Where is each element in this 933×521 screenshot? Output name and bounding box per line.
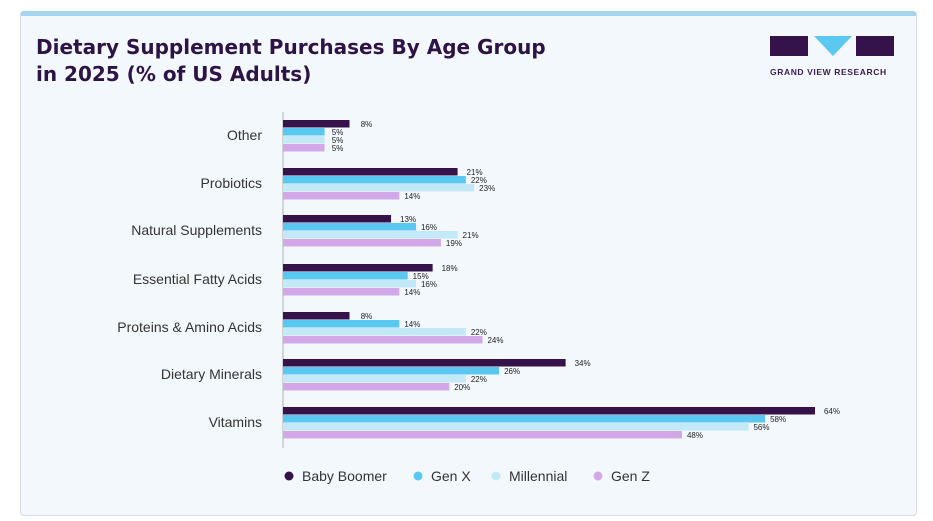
data-label: 8% xyxy=(361,312,373,321)
data-label: 19% xyxy=(446,239,462,248)
title-line-2: in 2025 (% of US Adults) xyxy=(36,62,312,86)
data-label: 8% xyxy=(361,120,373,129)
legend-label: Gen X xyxy=(431,468,471,484)
category-label: Essential Fatty Acids xyxy=(133,271,262,287)
data-label: 24% xyxy=(487,336,503,345)
legend-label: Baby Boomer xyxy=(302,468,387,484)
data-label: 5% xyxy=(332,128,344,137)
data-label: 58% xyxy=(770,415,786,424)
data-label: 14% xyxy=(404,192,420,201)
data-label: 64% xyxy=(824,407,840,416)
category-label: Vitamins xyxy=(209,414,262,430)
bar-gen-z xyxy=(283,288,400,296)
bar-millennial xyxy=(283,231,458,239)
legend-label: Millennial xyxy=(509,468,567,484)
bar-millennial xyxy=(283,423,749,431)
bar-gen-z xyxy=(283,431,682,439)
data-label: 16% xyxy=(421,280,437,289)
data-label: 22% xyxy=(471,176,487,185)
category-label: Natural Supplements xyxy=(131,222,262,238)
bar-gen-z xyxy=(283,144,325,152)
data-label: 23% xyxy=(479,184,495,193)
data-label: 34% xyxy=(575,359,591,368)
data-label: 48% xyxy=(687,431,703,440)
bar-gen-x xyxy=(283,128,325,136)
bar-gen-z xyxy=(283,192,400,200)
data-label: 21% xyxy=(467,168,483,177)
data-label: 20% xyxy=(454,383,470,392)
bar-baby-boomer xyxy=(283,215,392,223)
data-label: 18% xyxy=(442,264,458,273)
chart-title: Dietary Supplement Purchases By Age Grou… xyxy=(36,34,636,88)
bar-millennial xyxy=(283,280,416,288)
logo-text: GRAND VIEW RESEARCH xyxy=(770,67,887,77)
data-label: 5% xyxy=(332,136,344,145)
data-label: 13% xyxy=(400,215,416,224)
bar-baby-boomer xyxy=(283,264,433,272)
bar-baby-boomer xyxy=(283,120,350,128)
bar-baby-boomer xyxy=(283,168,458,176)
bar-baby-boomer xyxy=(283,407,815,415)
bar-gen-z xyxy=(283,239,441,247)
legend-label: Gen Z xyxy=(611,468,650,484)
bar-gen-x xyxy=(283,367,500,375)
grand-view-research-logo: GRAND VIEW RESEARCH xyxy=(770,36,900,77)
bar-gen-x xyxy=(283,223,416,231)
bar-gen-x xyxy=(283,272,408,280)
legend-marker xyxy=(593,471,603,481)
legend-marker xyxy=(413,471,423,481)
data-label: 56% xyxy=(753,423,769,432)
legend-marker xyxy=(284,471,294,481)
bar-millennial xyxy=(283,328,466,336)
bar-gen-x xyxy=(283,320,400,328)
data-label: 22% xyxy=(471,375,487,384)
data-label: 26% xyxy=(504,367,520,376)
data-label: 14% xyxy=(404,288,420,297)
category-label: Dietary Minerals xyxy=(161,366,262,382)
category-label: Other xyxy=(227,127,262,143)
data-label: 16% xyxy=(421,223,437,232)
bar-baby-boomer xyxy=(283,359,566,367)
category-label: Probiotics xyxy=(201,175,262,191)
legend-marker xyxy=(491,471,501,481)
category-label: Proteins & Amino Acids xyxy=(117,319,262,335)
bar-gen-z xyxy=(283,336,483,344)
data-label: 15% xyxy=(413,272,429,281)
bar-millennial xyxy=(283,136,325,144)
gvr-logo-mark-icon xyxy=(770,36,894,56)
bar-millennial xyxy=(283,184,475,192)
data-label: 14% xyxy=(404,320,420,329)
data-label: 5% xyxy=(332,144,344,153)
data-label: 21% xyxy=(463,231,479,240)
bar-gen-x xyxy=(283,176,466,184)
title-line-1: Dietary Supplement Purchases By Age Grou… xyxy=(36,35,546,59)
data-label: 22% xyxy=(471,328,487,337)
bar-millennial xyxy=(283,375,466,383)
bar-gen-x xyxy=(283,415,766,423)
bar-gen-z xyxy=(283,383,450,391)
bar-baby-boomer xyxy=(283,312,350,320)
